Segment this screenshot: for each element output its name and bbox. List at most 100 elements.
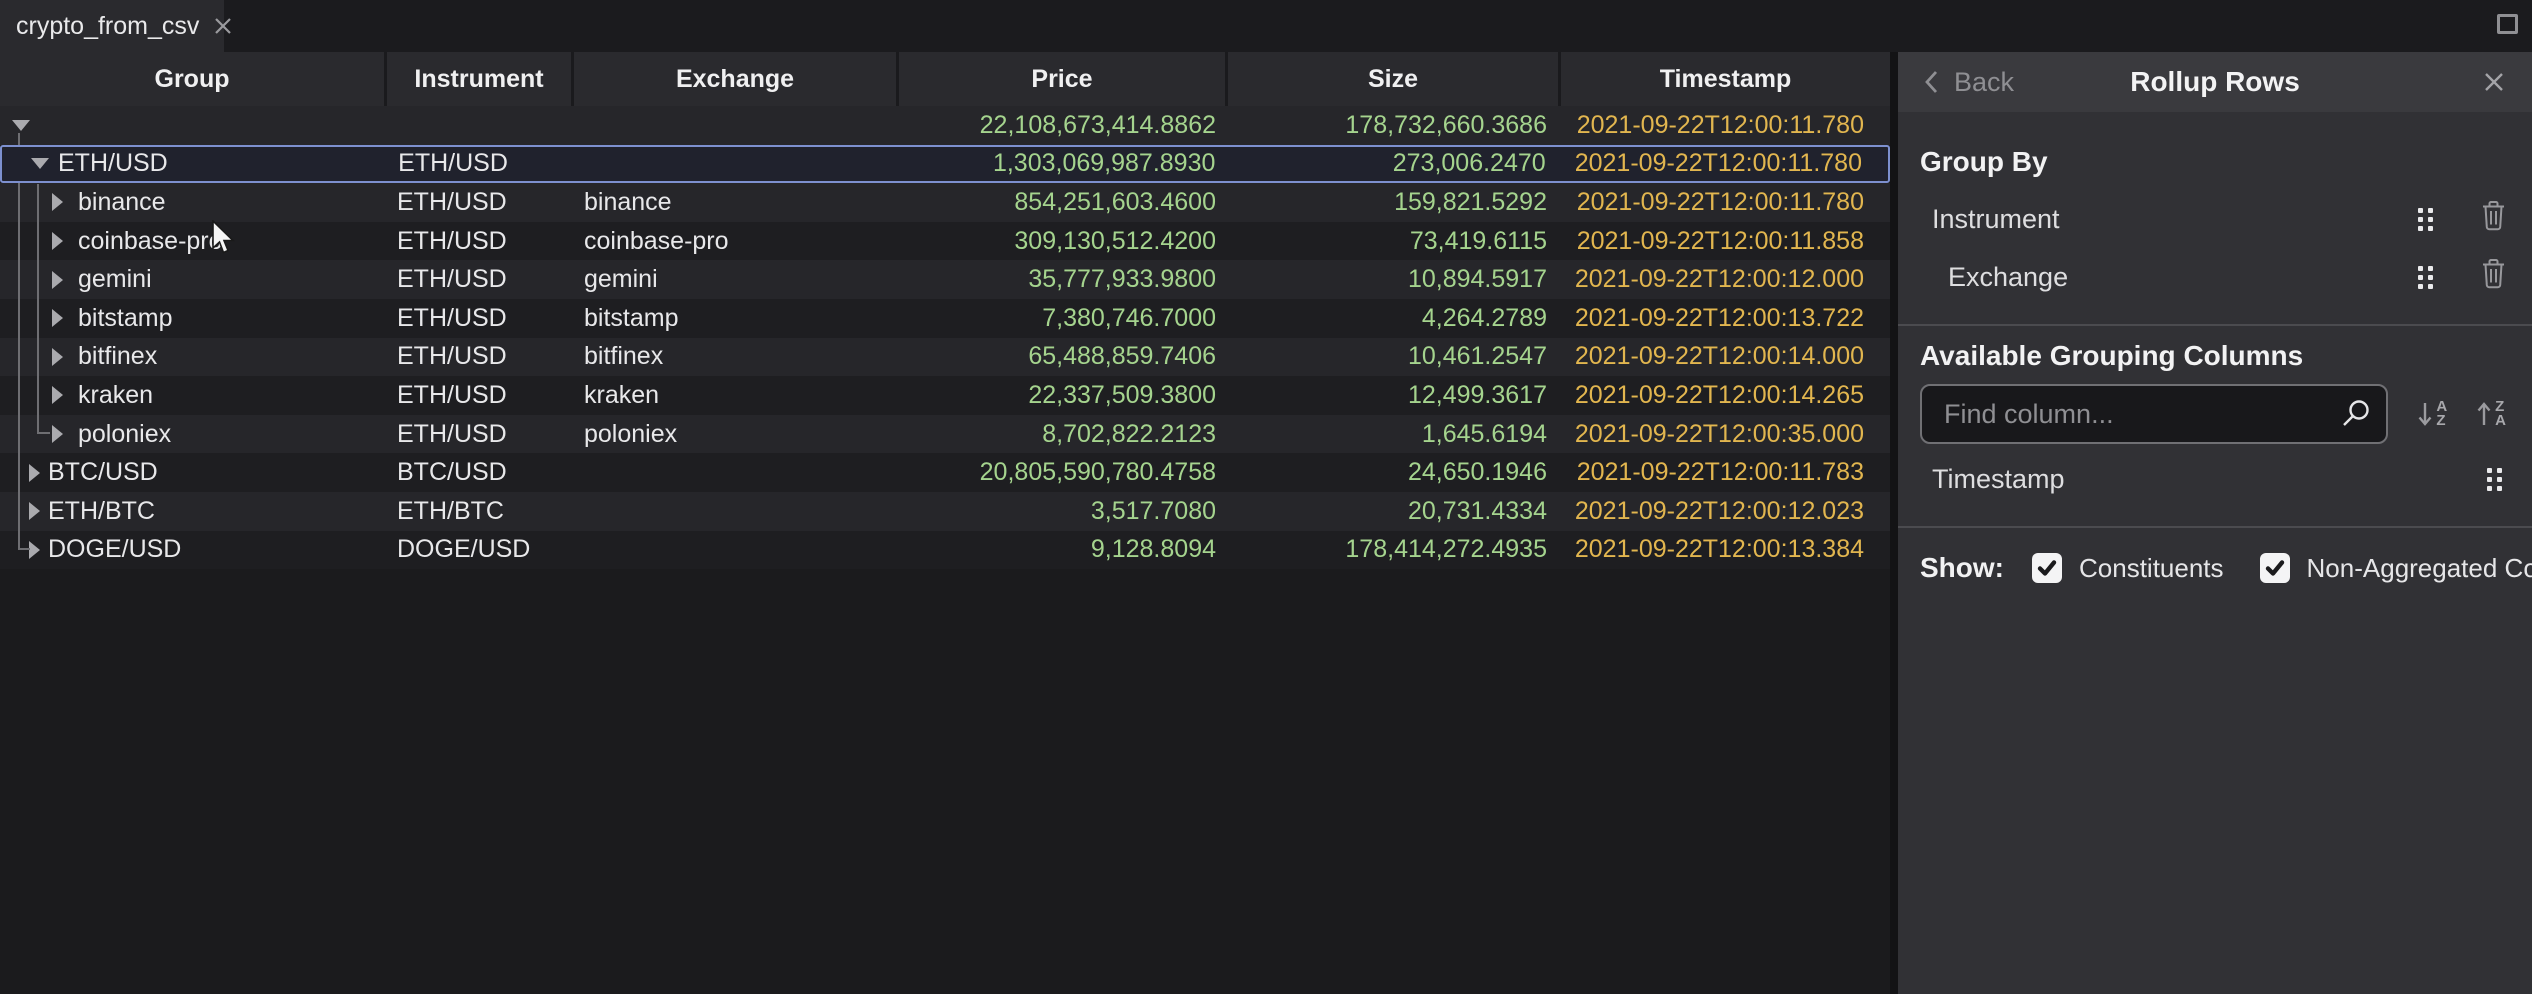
checkbox-non-aggregated-columns[interactable] <box>2259 553 2290 583</box>
column-header-price[interactable]: Price <box>899 52 1228 106</box>
timestamp-cell: 2021-09-22T12:00:11.858 <box>1576 226 1864 255</box>
expand-icon[interactable] <box>29 502 40 521</box>
price-cell: 22,108,673,414.8862 <box>979 110 1216 139</box>
table-row-total[interactable]: 22,108,673,414.8862 178,732,660.3686 2021-… <box>0 106 1890 145</box>
size-cell: 159,821.5292 <box>1394 187 1547 216</box>
available-column-timestamp: Timestamp <box>1920 450 2506 508</box>
collapse-icon[interactable] <box>12 119 30 131</box>
drag-handle-icon[interactable] <box>2418 207 2433 231</box>
price-cell: 9,128.8094 <box>1090 535 1216 564</box>
group-cell: binance <box>0 183 387 222</box>
group-cell: DOGE/USD <box>0 531 387 570</box>
available-columns-heading: Available Grouping Columns <box>1920 340 2304 371</box>
group-cell <box>0 106 387 145</box>
expand-icon[interactable] <box>52 347 63 366</box>
window-box-icon[interactable] <box>2497 14 2518 34</box>
exchange-cell <box>574 106 899 145</box>
table-row-binance[interactable]: binance ETH/USD binance 854,251,603.4600 159… <box>0 183 1890 222</box>
table-row-bitstamp[interactable]: bitstamp ETH/USD bitstamp 7,380,746.7000 4,2… <box>0 298 1890 338</box>
table-row-bitfinex[interactable]: bitfinex ETH/USD bitfinex 65,488,859.7406 10… <box>0 337 1890 377</box>
drag-handle-icon[interactable] <box>2487 467 2502 491</box>
price-cell: 3,517.7080 <box>1090 496 1216 525</box>
expand-icon[interactable] <box>52 386 63 405</box>
back-button[interactable]: Back <box>1924 67 2014 98</box>
size-cell: 10,461.2547 <box>1407 342 1547 371</box>
instrument-cell: ETH/USD <box>397 342 507 371</box>
checkbox-label: Non-Aggregated Columns <box>2306 552 2532 583</box>
column-header-exchange[interactable]: Exchange <box>574 52 899 106</box>
size-cell: 20,731.4334 <box>1407 496 1547 525</box>
price-cell: 8,702,822.2123 <box>1042 419 1216 448</box>
exchange-cell <box>574 531 899 570</box>
table-row-coinbase-pro[interactable]: coinbase-pro ETH/USD coinbase-pro 309,130,5… <box>0 221 1890 261</box>
column-header-instrument[interactable]: Instrument <box>387 52 574 106</box>
timestamp-cell: 2021-09-22T12:00:11.780 <box>1576 187 1864 216</box>
trash-icon[interactable] <box>2481 200 2506 238</box>
collapse-icon[interactable] <box>31 158 49 170</box>
expand-icon[interactable] <box>29 463 40 482</box>
section-divider-2 <box>1898 526 2532 528</box>
table-row-gemini[interactable]: gemini ETH/USD gemini 35,777,933.9800 10,894… <box>0 260 1890 299</box>
tab-close-icon[interactable] <box>213 16 233 36</box>
arrow-down-icon <box>2418 403 2432 426</box>
section-divider-1 <box>1898 324 2532 326</box>
expand-icon[interactable] <box>52 193 63 212</box>
find-column-input[interactable] <box>1942 397 2341 431</box>
instrument-cell: ETH/USD <box>397 419 507 448</box>
chevron-left-icon <box>1925 71 1938 93</box>
tab-crypto-from-csv[interactable]: crypto_from_csv <box>0 0 232 52</box>
search-box <box>1920 384 2389 444</box>
back-label: Back <box>1954 66 2015 97</box>
instrument-cell: ETH/USD <box>397 265 507 294</box>
column-header-size[interactable]: Size <box>1228 52 1561 106</box>
exchange-cell: gemini <box>584 265 658 294</box>
instrument-cell: ETH/BTC <box>397 496 504 525</box>
group-label: binance <box>78 187 166 216</box>
table-row-btc-usd[interactable]: BTC/USD BTC/USD 20,805,590,780.4758 24,650.… <box>0 453 1890 492</box>
table-row-doge-usd[interactable]: DOGE/USD DOGE/USD 9,128.8094 178,414,272.49… <box>0 530 1890 570</box>
price-cell: 35,777,933.9800 <box>1028 265 1216 294</box>
expand-icon[interactable] <box>52 270 63 289</box>
column-header-timestamp[interactable]: Timestamp <box>1659 64 1792 93</box>
expand-icon[interactable] <box>29 540 40 559</box>
group-by-list: Instrument Exchange <box>1920 190 2506 306</box>
price-cell: 7,380,746.7000 <box>1042 303 1216 332</box>
tree-guide-root-elbow <box>18 548 30 550</box>
column-header-group[interactable]: Group <box>0 52 387 106</box>
search-icon <box>2343 400 2370 426</box>
expand-icon[interactable] <box>52 425 63 444</box>
checkbox-constituents[interactable] <box>2032 553 2062 583</box>
timestamp-cell: 2021-09-22T12:00:14.265 <box>1574 380 1864 409</box>
exchange-cell: coinbase-pro <box>584 226 729 255</box>
expand-icon[interactable] <box>52 309 63 328</box>
group-cell: gemini <box>0 260 387 299</box>
timestamp-cell: 2021-09-22T12:00:13.722 <box>1574 303 1864 332</box>
group-cell: coinbase-pro <box>0 222 387 261</box>
table-row-kraken[interactable]: kraken ETH/USD kraken 22,337,509.3800 12,499… <box>0 376 1890 415</box>
price-cell: 309,130,512.4200 <box>1014 226 1216 255</box>
drag-handle-icon[interactable] <box>2418 265 2433 289</box>
group-by-item-label: Instrument <box>1932 203 2060 234</box>
table-row-poloniex[interactable]: poloniex ETH/USD poloniex 8,702,822.2123 1,6… <box>0 414 1890 454</box>
table-row-eth-usd[interactable]: ETH/USD ETH/USD 1,303,069,987.8930 273,006.… <box>0 144 1890 184</box>
exchange-cell: kraken <box>584 380 660 409</box>
trash-icon[interactable] <box>2481 258 2506 296</box>
group-by-item-label: Exchange <box>1948 261 2069 292</box>
exchange-cell: bitfinex <box>584 342 664 371</box>
price-cell: 65,488,859.7406 <box>1028 342 1216 371</box>
show-row: Show: Constituents Non-Aggregated Columns <box>1920 552 2532 584</box>
instrument-cell: ETH/USD <box>397 187 507 216</box>
grid-body: 22,108,673,414.8862 178,732,660.3686 2021-… <box>0 106 1890 994</box>
timestamp-cell: 2021-09-22T12:00:13.384 <box>1574 535 1864 564</box>
expand-icon[interactable] <box>52 232 63 251</box>
table-row-eth-btc[interactable]: ETH/BTC ETH/BTC 3,517.7080 20,731.4334 2021-… <box>0 491 1890 531</box>
group-label: poloniex <box>78 419 172 448</box>
data-grid: Group Instrument Exchange Price Size Timestam… <box>0 52 1890 994</box>
panel-close-icon[interactable] <box>2482 70 2506 94</box>
group-by-item-exchange: Exchange <box>1920 248 2506 306</box>
group-cell: bitfinex <box>0 338 387 377</box>
